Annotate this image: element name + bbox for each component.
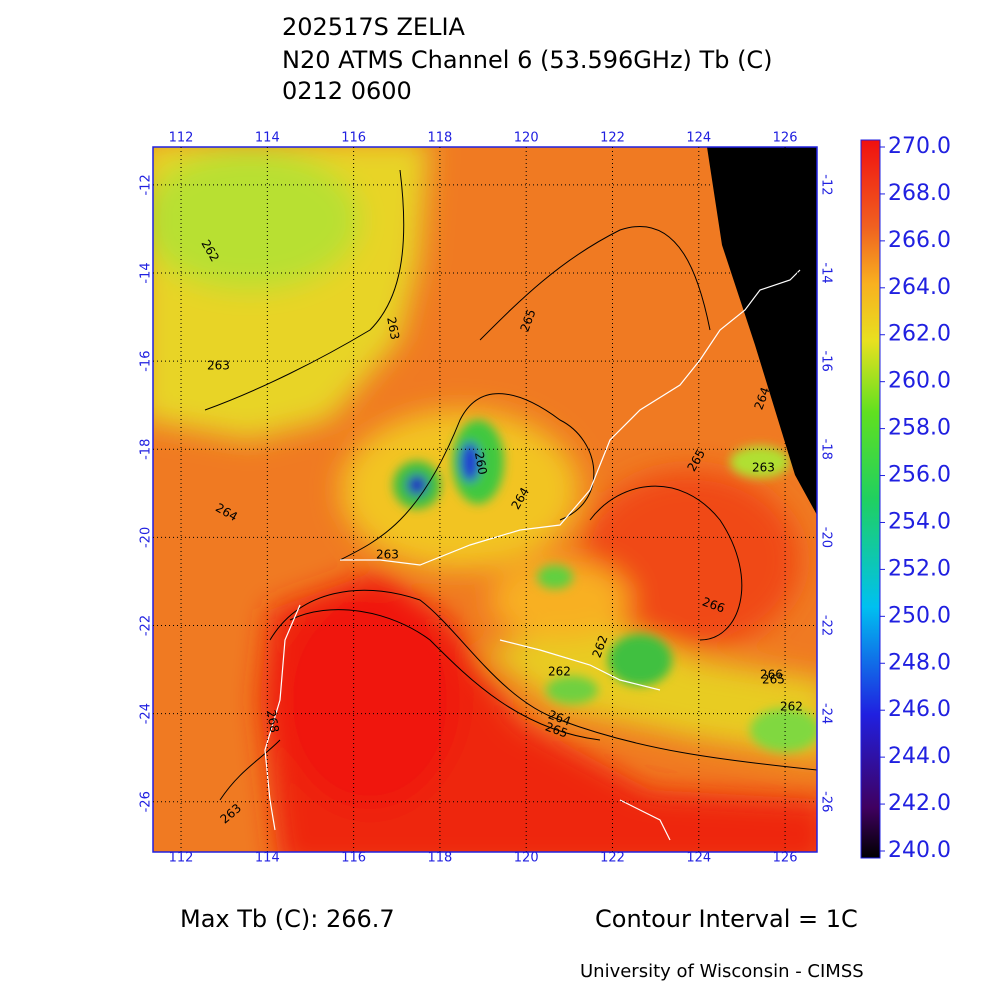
- lon-tick-label: 122: [600, 131, 625, 146]
- contour-label: 268: [264, 709, 282, 734]
- lat-tick-label: -22: [819, 615, 834, 636]
- lon-tick-label: 112: [169, 851, 194, 866]
- lon-tick-label: 114: [255, 851, 280, 866]
- colorbar-label: 270.0: [888, 134, 951, 159]
- lat-tick-label: -16: [819, 351, 834, 372]
- colorbar-label: 268.0: [888, 181, 951, 206]
- contour-label: 263: [207, 359, 230, 373]
- contour-label: 266: [760, 668, 783, 682]
- colorbar-label: 264.0: [888, 275, 951, 300]
- lat-tick-label: -12: [819, 174, 834, 195]
- lat-tick-label: -20: [819, 527, 834, 548]
- lon-tick-label: 114: [255, 131, 280, 146]
- colorbar-label: 260.0: [888, 369, 951, 394]
- lat-tick-label: -24: [819, 703, 834, 724]
- colorbar-label: 252.0: [888, 556, 951, 581]
- lat-tick-label: -22: [139, 615, 154, 636]
- contour-label: 260: [472, 451, 490, 476]
- lon-tick-label: 112: [169, 131, 194, 146]
- lon-tick-label: 118: [427, 131, 452, 146]
- colorbar: [860, 139, 881, 859]
- colorbar-label: 250.0: [888, 603, 951, 628]
- lat-tick-label: -18: [819, 439, 834, 460]
- title-line: N20 ATMS Channel 6 (53.596GHz) Tb (C): [282, 46, 773, 74]
- colorbar-label: 248.0: [888, 650, 951, 675]
- lat-tick-label: -26: [819, 791, 834, 812]
- contour-label: 262: [548, 665, 571, 679]
- lat-tick-label: -20: [139, 527, 154, 548]
- lat-tick-label: -12: [139, 174, 154, 195]
- max-tb: Max Tb (C): 266.7: [180, 905, 395, 933]
- contour-label: 263: [752, 461, 775, 475]
- lat-tick-label: -26: [139, 791, 154, 812]
- lon-tick-label: 122: [600, 851, 625, 866]
- colorbar-label: 266.0: [888, 228, 951, 253]
- lon-tick-label: 126: [773, 851, 798, 866]
- colorbar-label: 244.0: [888, 744, 951, 769]
- lon-tick-label: 116: [341, 851, 366, 866]
- colorbar-label: 240.0: [888, 838, 951, 863]
- colorbar-label: 254.0: [888, 509, 951, 534]
- brightness-field: [153, 147, 817, 852]
- lat-tick-label: -16: [139, 351, 154, 372]
- lon-tick-label: 116: [341, 131, 366, 146]
- lon-tick-label: 120: [514, 131, 539, 146]
- lat-tick-label: -24: [139, 703, 154, 724]
- contour-label: 265: [762, 673, 785, 687]
- colorbar-label: 246.0: [888, 697, 951, 722]
- lat-tick-label: -18: [139, 439, 154, 460]
- lon-tick-label: 124: [686, 851, 711, 866]
- map-frame: [152, 146, 818, 853]
- lon-tick-label: 118: [427, 851, 452, 866]
- lon-tick-label: 126: [773, 131, 798, 146]
- contour-interval: Contour Interval = 1C: [595, 905, 858, 933]
- contour-label: 263: [376, 548, 399, 562]
- colorbar-label: 258.0: [888, 416, 951, 441]
- lat-tick-label: -14: [139, 262, 154, 283]
- colorbar-label: 256.0: [888, 463, 951, 488]
- lon-tick-label: 120: [514, 851, 539, 866]
- colorbar-label: 262.0: [888, 322, 951, 347]
- contour-label: 262: [780, 700, 803, 714]
- lat-tick-label: -14: [819, 262, 834, 283]
- credit: University of Wisconsin - CIMSS: [580, 961, 864, 982]
- colorbar-label: 242.0: [888, 791, 951, 816]
- title-line: 0212 0600: [282, 77, 412, 105]
- title-line: 202517S ZELIA: [282, 13, 466, 41]
- lon-tick-label: 124: [686, 131, 711, 146]
- contour-label: 263: [384, 316, 402, 341]
